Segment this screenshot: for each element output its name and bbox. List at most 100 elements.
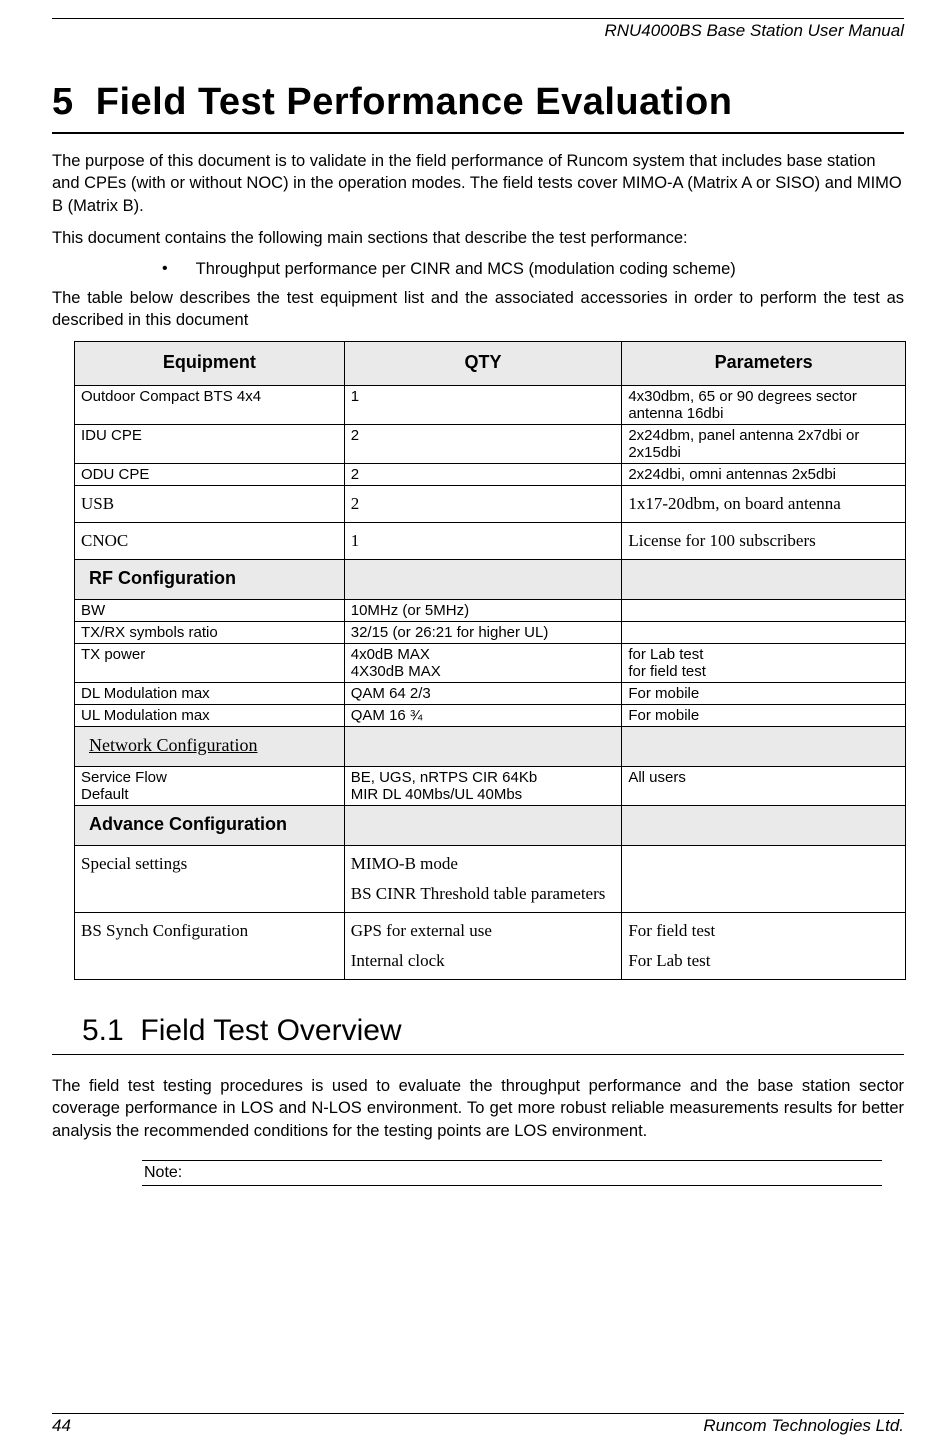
- table-row: CNOC 1 License for 100 subscribers: [75, 523, 906, 560]
- cell-line: BS CINR Threshold table parameters: [351, 884, 616, 904]
- advance-config-header: Advance Configuration: [75, 806, 345, 846]
- header-rule: [52, 18, 904, 19]
- cell-equipment: DL Modulation max: [75, 683, 345, 705]
- cell-line: BE, UGS, nRTPS CIR 64Kb: [351, 769, 537, 786]
- note-box: Note:: [142, 1160, 882, 1186]
- table-row: BS Synch Configuration GPS for external …: [75, 913, 906, 980]
- note-bottom-rule: [142, 1185, 882, 1186]
- cell-line: GPS for external use: [351, 921, 616, 941]
- cell-equipment: BS Synch Configuration: [75, 913, 345, 980]
- cell-equipment: ODU CPE: [75, 464, 345, 486]
- cell-line: 4x0dB MAX: [351, 646, 430, 663]
- bullet-text: Throughput performance per CINR and MCS …: [196, 259, 736, 280]
- table-section-row: Network Configuration: [75, 727, 906, 767]
- cell-parameters: 1x17-20dbm, on board antenna: [622, 486, 906, 523]
- cell-line: Service Flow: [81, 769, 167, 786]
- cell-line: Internal clock: [351, 951, 616, 971]
- bullet-icon: •: [162, 259, 168, 280]
- cell-qty: 1: [344, 386, 622, 425]
- table-header-row: Equipment QTY Parameters: [75, 342, 906, 386]
- cell-equipment: IDU CPE: [75, 425, 345, 464]
- table-row: Special settings MIMO-B mode BS CINR Thre…: [75, 846, 906, 913]
- cell-parameters: All users: [622, 767, 906, 806]
- cell-empty: [344, 727, 622, 767]
- table-row: Outdoor Compact BTS 4x4 1 4x30dbm, 65 or…: [75, 386, 906, 425]
- cell-equipment: CNOC: [75, 523, 345, 560]
- intro-paragraph-3: The table below describes the test equip…: [52, 287, 904, 332]
- cell-empty: [344, 806, 622, 846]
- cell-line: For field test: [628, 921, 899, 941]
- cell-qty: 2: [344, 425, 622, 464]
- cell-equipment: Special settings: [75, 846, 345, 913]
- cell-qty: BE, UGS, nRTPS CIR 64KbMIR DL 40Mbs/UL 4…: [344, 767, 622, 806]
- cell-line: For Lab test: [628, 951, 899, 971]
- subsection-title: Field Test Overview: [140, 1014, 401, 1047]
- table-header-equipment: Equipment: [75, 342, 345, 386]
- table-row: BW 10MHz (or 5MHz): [75, 600, 906, 622]
- table-section-row: RF Configuration: [75, 560, 906, 600]
- cell-parameters: 2x24dbm, panel antenna 2x7dbi or 2x15dbi: [622, 425, 906, 464]
- table-header-parameters: Parameters: [622, 342, 906, 386]
- section-number: 5: [52, 81, 74, 123]
- page-footer: 44 Runcom Technologies Ltd.: [52, 1413, 904, 1436]
- subsection-number: 5.1: [82, 1014, 124, 1047]
- footer-rule: [52, 1413, 904, 1414]
- cell-empty: [622, 727, 906, 767]
- cell-parameters: For mobile: [622, 705, 906, 727]
- cell-line: Default: [81, 786, 129, 803]
- cell-equipment: Outdoor Compact BTS 4x4: [75, 386, 345, 425]
- cell-equipment: USB: [75, 486, 345, 523]
- footer-company: Runcom Technologies Ltd.: [703, 1416, 904, 1436]
- section-heading: 5 Field Test Performance Evaluation: [52, 81, 904, 124]
- equipment-table: Equipment QTY Parameters Outdoor Compact…: [74, 341, 906, 980]
- rf-config-header: RF Configuration: [75, 560, 345, 600]
- subsection-heading: 5.1 Field Test Overview: [82, 1014, 904, 1048]
- cell-qty: QAM 64 2/3: [344, 683, 622, 705]
- table-row: Service FlowDefault BE, UGS, nRTPS CIR 6…: [75, 767, 906, 806]
- subsection-paragraph: The field test testing procedures is use…: [52, 1075, 904, 1142]
- cell-qty: 32/15 (or 26:21 for higher UL): [344, 622, 622, 644]
- section-title: Field Test Performance Evaluation: [96, 81, 733, 123]
- cell-equipment: Service FlowDefault: [75, 767, 345, 806]
- cell-parameters: 2x24dbi, omni antennas 2x5dbi: [622, 464, 906, 486]
- cell-equipment: TX power: [75, 644, 345, 683]
- table-row: ODU CPE 2 2x24dbi, omni antennas 2x5dbi: [75, 464, 906, 486]
- bullet-item: • Throughput performance per CINR and MC…: [52, 259, 904, 280]
- cell-qty: QAM 16 ¾: [344, 705, 622, 727]
- cell-qty: 2: [344, 464, 622, 486]
- cell-parameters: [622, 622, 906, 644]
- cell-equipment: TX/RX symbols ratio: [75, 622, 345, 644]
- cell-qty: 2: [344, 486, 622, 523]
- section-rule: [52, 132, 904, 134]
- cell-empty: [622, 806, 906, 846]
- cell-qty: 1: [344, 523, 622, 560]
- cell-parameters: For field test For Lab test: [622, 913, 906, 980]
- cell-line: MIMO-B mode: [351, 854, 616, 874]
- table-header-qty: QTY: [344, 342, 622, 386]
- cell-qty: 4x0dB MAX4X30dB MAX: [344, 644, 622, 683]
- cell-parameters: [622, 600, 906, 622]
- header-doc-title: RNU4000BS Base Station User Manual: [52, 21, 904, 41]
- cell-line: for field test: [628, 663, 706, 680]
- cell-qty: GPS for external use Internal clock: [344, 913, 622, 980]
- cell-parameters: for Lab testfor field test: [622, 644, 906, 683]
- cell-parameters: 4x30dbm, 65 or 90 degrees sector antenna…: [622, 386, 906, 425]
- network-config-header: Network Configuration: [75, 727, 345, 767]
- note-label: Note:: [142, 1161, 882, 1185]
- cell-empty: [344, 560, 622, 600]
- intro-paragraph-1: The purpose of this document is to valid…: [52, 150, 904, 217]
- cell-qty: 10MHz (or 5MHz): [344, 600, 622, 622]
- table-row: TX power 4x0dB MAX4X30dB MAX for Lab tes…: [75, 644, 906, 683]
- cell-equipment: UL Modulation max: [75, 705, 345, 727]
- table-section-row: Advance Configuration: [75, 806, 906, 846]
- table-row: UL Modulation max QAM 16 ¾ For mobile: [75, 705, 906, 727]
- cell-empty: [622, 560, 906, 600]
- cell-line: MIR DL 40Mbs/UL 40Mbs: [351, 786, 522, 803]
- cell-equipment: BW: [75, 600, 345, 622]
- table-row: IDU CPE 2 2x24dbm, panel antenna 2x7dbi …: [75, 425, 906, 464]
- cell-parameters: License for 100 subscribers: [622, 523, 906, 560]
- table-row: TX/RX symbols ratio 32/15 (or 26:21 for …: [75, 622, 906, 644]
- cell-qty: MIMO-B mode BS CINR Threshold table param…: [344, 846, 622, 913]
- subsection-rule: [52, 1054, 904, 1055]
- cell-line: 4X30dB MAX: [351, 663, 441, 680]
